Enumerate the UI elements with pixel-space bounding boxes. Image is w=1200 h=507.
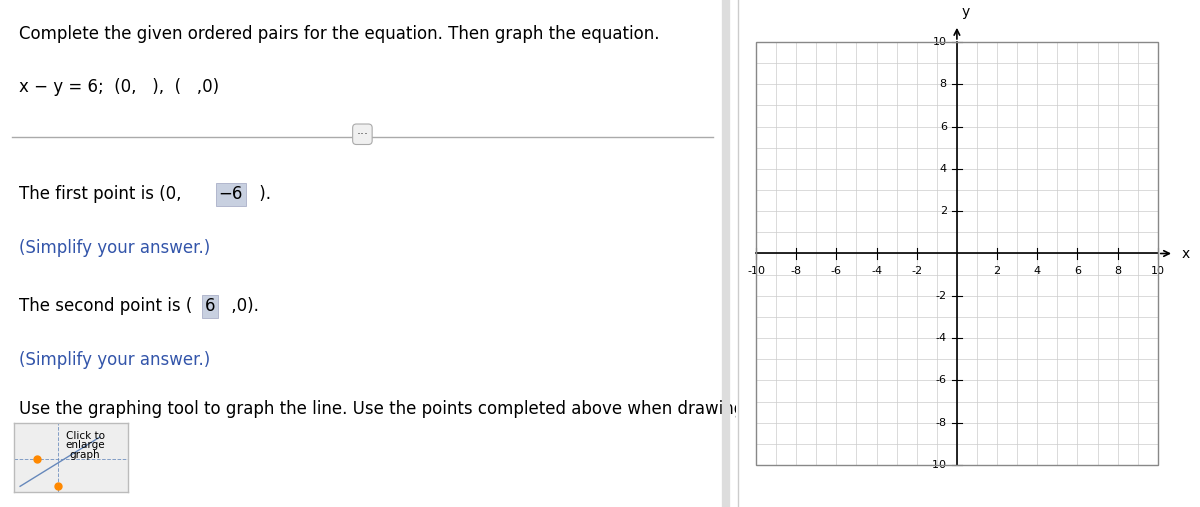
Text: 2: 2 <box>940 206 947 216</box>
Text: 2: 2 <box>994 266 1001 276</box>
Text: 10: 10 <box>1151 266 1165 276</box>
Text: ,0).: ,0). <box>226 297 259 315</box>
Text: -4: -4 <box>936 333 947 343</box>
Text: 8: 8 <box>1114 266 1121 276</box>
Text: graph: graph <box>70 450 101 460</box>
Text: The second point is (: The second point is ( <box>19 297 198 315</box>
Text: (Simplify your answer.): (Simplify your answer.) <box>19 351 210 369</box>
Bar <box>756 42 1158 465</box>
Text: -8: -8 <box>791 266 802 276</box>
Text: ···: ··· <box>356 128 368 141</box>
Text: −6: −6 <box>218 186 244 203</box>
Text: 6: 6 <box>940 122 947 131</box>
Text: 6: 6 <box>1074 266 1081 276</box>
Text: y: y <box>962 5 970 19</box>
Text: -2: -2 <box>936 291 947 301</box>
Text: -6: -6 <box>830 266 842 276</box>
Text: (Simplify your answer.): (Simplify your answer.) <box>19 239 210 257</box>
Text: ).: ). <box>253 186 271 203</box>
Text: 6: 6 <box>205 297 215 315</box>
Text: x: x <box>1182 246 1190 261</box>
Text: -6: -6 <box>936 376 947 385</box>
Text: -2: -2 <box>911 266 923 276</box>
Text: -10: -10 <box>746 266 764 276</box>
Text: 10: 10 <box>932 37 947 47</box>
Text: -10: -10 <box>929 460 947 470</box>
Text: Complete the given ordered pairs for the equation. Then graph the equation.: Complete the given ordered pairs for the… <box>19 25 660 43</box>
Text: x − y = 6;  (0,   ),  (   ,0): x − y = 6; (0, ), ( ,0) <box>19 78 220 96</box>
Text: 8: 8 <box>940 79 947 89</box>
Text: 4: 4 <box>1033 266 1040 276</box>
Text: The first point is (0,: The first point is (0, <box>19 186 187 203</box>
Text: -8: -8 <box>936 418 947 428</box>
Text: enlarge: enlarge <box>65 440 104 450</box>
Text: Click to: Click to <box>66 430 104 441</box>
Text: 4: 4 <box>940 164 947 174</box>
Text: Use the graphing tool to graph the line. Use the points completed above when dra: Use the graphing tool to graph the line.… <box>19 400 817 418</box>
Text: -4: -4 <box>871 266 882 276</box>
